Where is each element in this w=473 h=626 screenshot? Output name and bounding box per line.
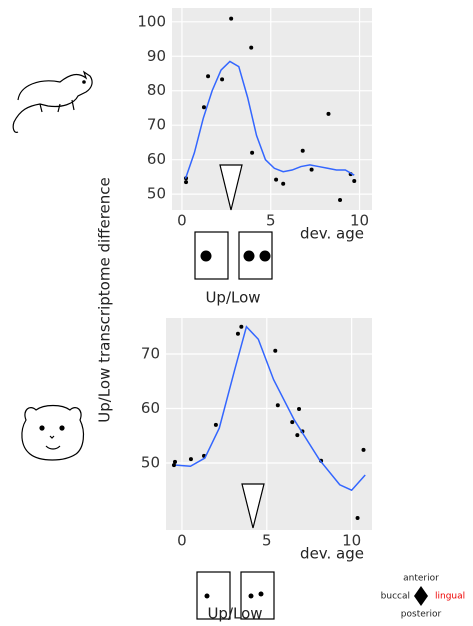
x-tick-label: 0 [177,212,187,230]
tooth-box [195,232,228,279]
data-point [356,516,360,520]
data-point [184,180,188,184]
compass-label: lingual [435,592,465,602]
y-tick-label: 100 [137,12,166,30]
x-tick-label: 0 [177,532,187,550]
compass: anterior buccal lingual posterior [381,574,465,620]
data-point [297,407,301,411]
tooth-dot [205,594,210,599]
data-point [290,420,294,424]
data-point [239,325,243,329]
x-tick-label: 5 [262,532,272,550]
plot-background [172,8,372,210]
data-point [276,403,280,407]
y-tick-label: 50 [147,185,166,203]
data-point [250,151,254,155]
data-point [206,74,210,78]
x-axis-title: dev. age [300,225,364,243]
plot-background [166,318,372,530]
data-point [274,178,278,182]
data-point [273,349,277,353]
y-tick-label: 90 [147,47,166,65]
y-tick-label: 70 [141,344,160,362]
tooth-dot [249,594,254,599]
y-tick-label: 50 [141,453,160,471]
data-point [281,182,285,186]
panel-annotation: Up/Low [205,289,260,307]
compass-label: anterior [403,574,439,584]
data-point [189,457,193,461]
y-tick-label: 60 [147,150,166,168]
data-point [362,448,366,452]
y-tick-label: 80 [147,81,166,99]
x-axis-title: dev. age [300,545,364,563]
panel-annotation: Up/Low [207,605,262,623]
tooth-dot [201,251,212,262]
data-point [249,46,253,50]
data-point [295,433,299,437]
rat-icon [13,72,92,132]
data-point [229,17,233,21]
data-point [301,149,305,153]
tooth-dot [244,251,255,262]
data-point [352,179,356,183]
compass-label: buccal [381,592,410,602]
data-point [202,105,206,109]
x-tick-label: 5 [266,212,276,230]
tooth-dot [259,592,264,597]
data-point [220,77,224,81]
data-point [310,168,314,172]
data-point [338,198,342,202]
hamster-icon [22,406,84,461]
y-tick-label: 60 [141,399,160,417]
compass-label: posterior [401,610,442,620]
tooth-dot [260,251,271,262]
data-point [214,423,218,427]
data-point [236,332,240,336]
y-axis-title: Up/Low transcriptome difference [96,177,114,423]
y-tick-label: 70 [147,116,166,134]
figure: Up/Low transcriptome difference anterior… [0,0,473,626]
data-point [173,460,177,464]
data-point [326,112,330,116]
